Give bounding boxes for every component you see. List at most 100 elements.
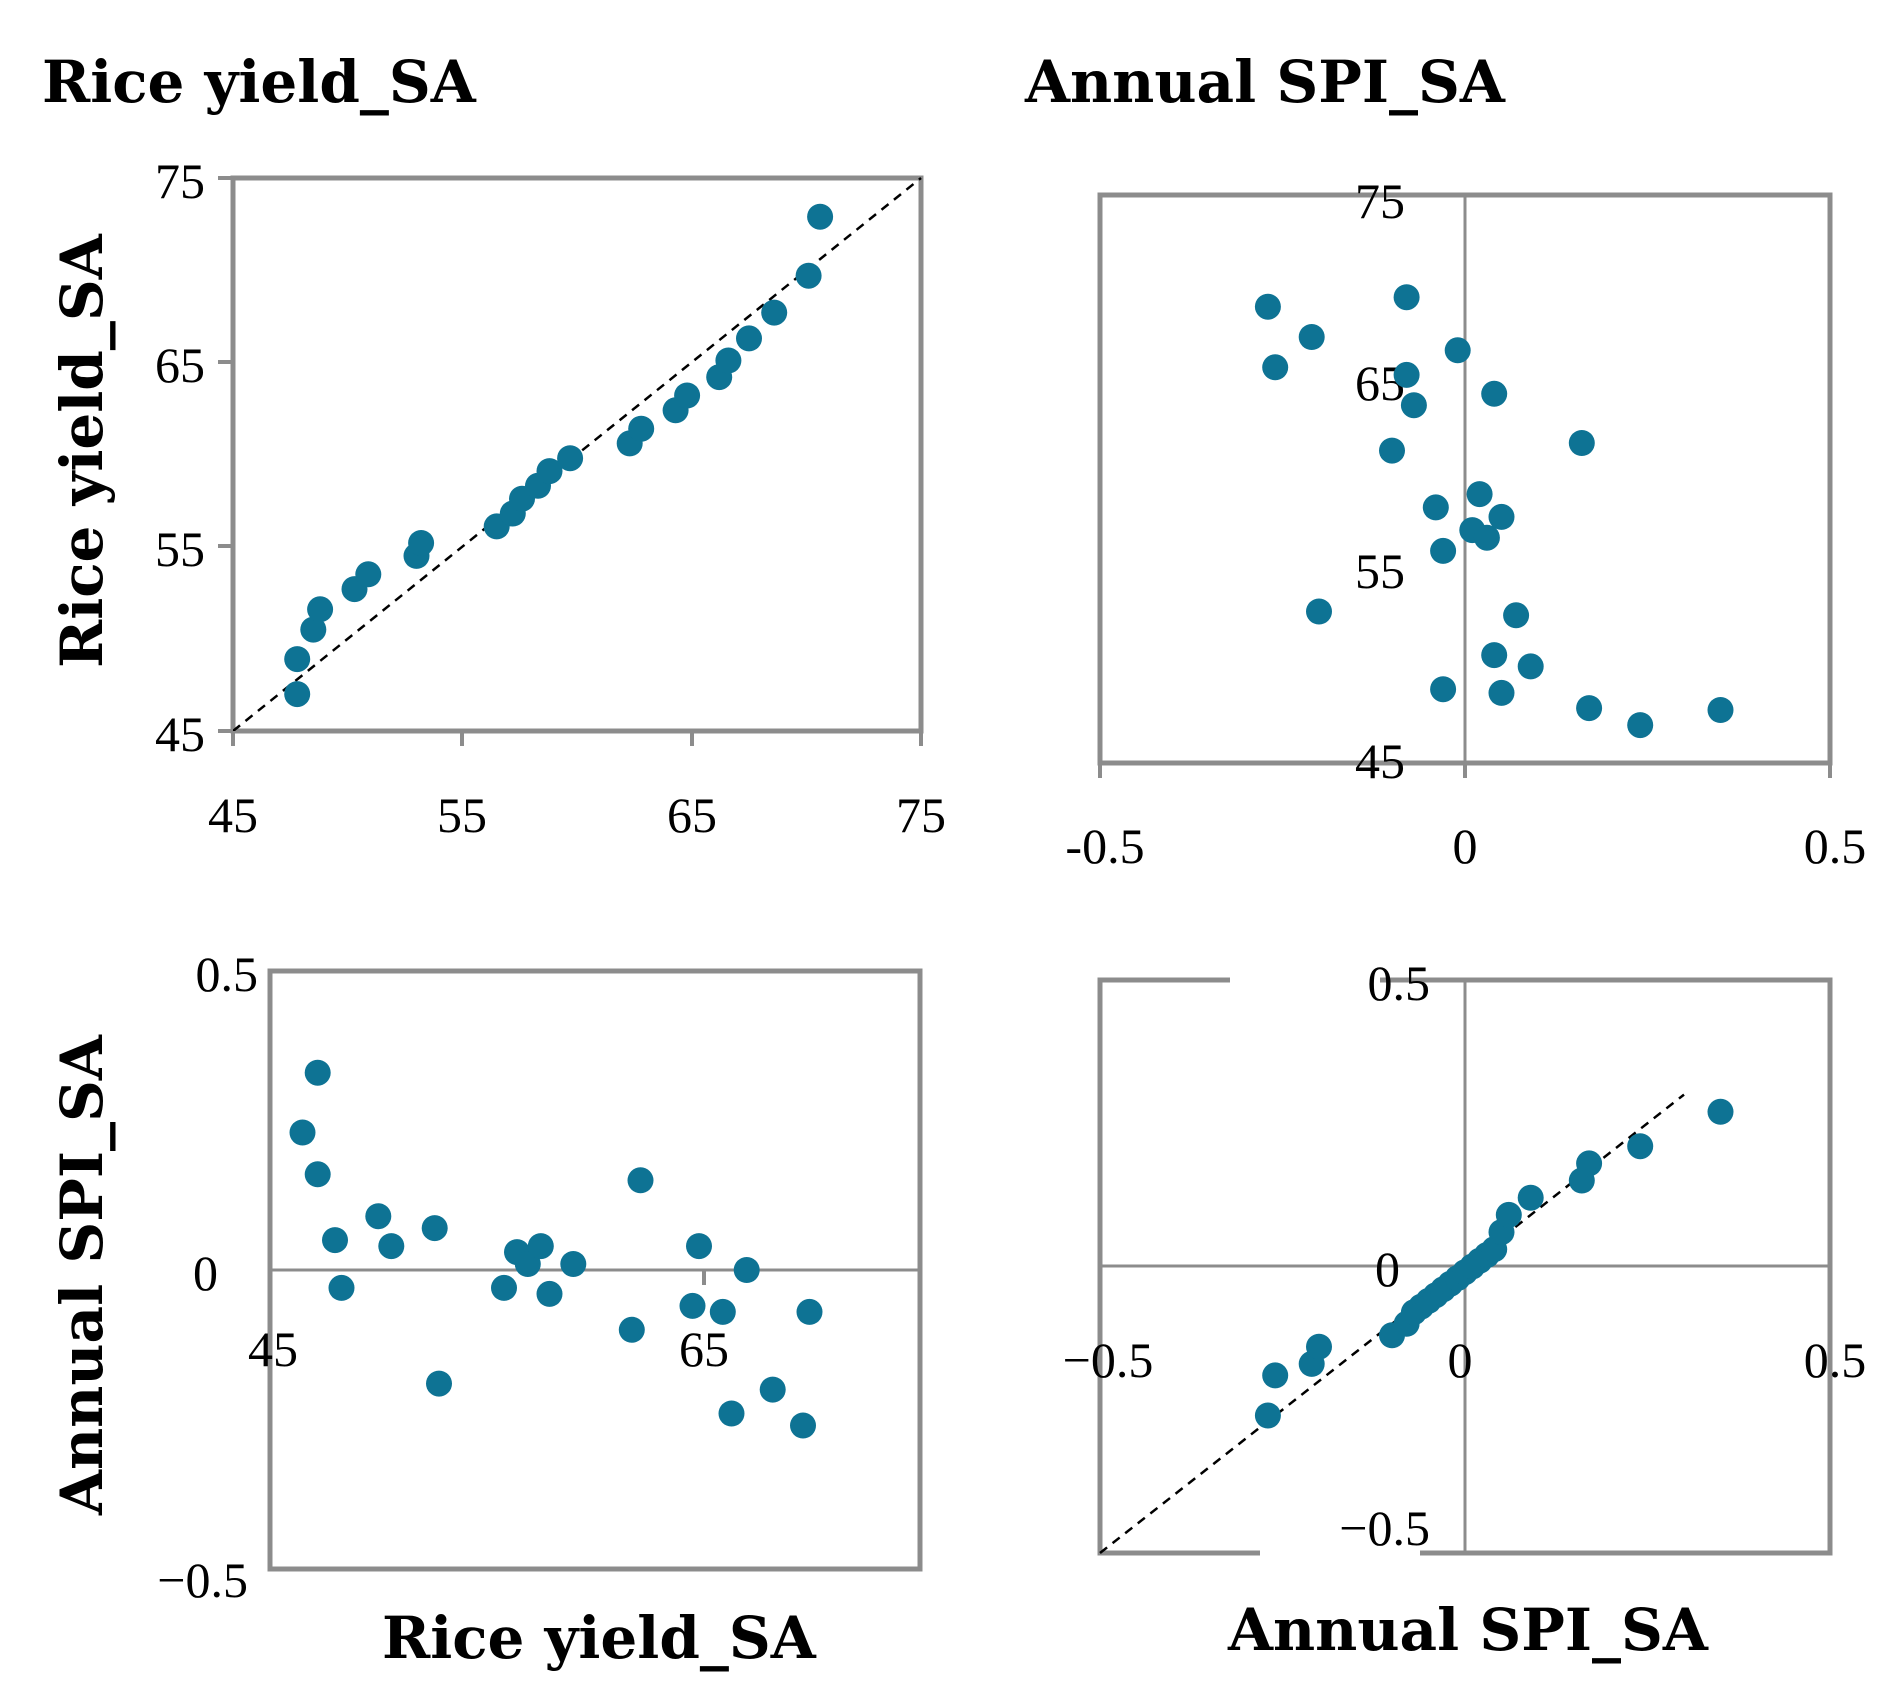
scatter-point: [1707, 697, 1734, 723]
scatter-point: [1576, 695, 1603, 722]
scatter-point: [300, 616, 327, 643]
x-tick-label: −0.5: [1063, 1332, 1154, 1388]
scatter-point: [1466, 481, 1493, 508]
scatter-point: [355, 561, 382, 588]
scatter-point: [628, 415, 655, 442]
y-tick-label: −0.5: [1339, 1500, 1430, 1556]
scatter-point: [1430, 537, 1457, 564]
scatter-point: [289, 1119, 316, 1146]
scatter-point: [1379, 437, 1405, 464]
scatter-point: [627, 1167, 654, 1194]
bottom-label-rice-yield: Rice yield_SA: [382, 1604, 817, 1672]
scatter-point: [759, 1376, 786, 1403]
scatter-point: [1627, 1133, 1654, 1160]
y-tick-label: 45: [155, 706, 205, 762]
scatter-point: [718, 1400, 745, 1427]
scatter-point: [536, 1280, 563, 1307]
scatter-point: [304, 1161, 331, 1188]
scatter-point: [686, 1233, 712, 1260]
scatter-point: [514, 1251, 541, 1277]
scatter-point: [491, 1274, 517, 1301]
scatter-point: [1568, 430, 1595, 456]
scatter-point: [365, 1203, 392, 1230]
scatter-point: [1495, 1201, 1522, 1228]
y-tick-label: 0.5: [196, 946, 259, 1002]
scatter-point: [304, 1059, 331, 1086]
scatter-point: [674, 382, 701, 409]
scatter-point: [1517, 1184, 1544, 1211]
scatter-point: [421, 1215, 448, 1242]
scatter-point: [557, 445, 584, 472]
scatter-point: [1254, 1402, 1281, 1429]
scatter-point: [796, 1298, 823, 1325]
y-tick-label: 0.5: [1368, 955, 1431, 1011]
scatter-point: [328, 1274, 355, 1301]
scatter-point: [1481, 380, 1508, 407]
bottom-label-annual-spi: Annual SPI_SA: [1227, 1596, 1709, 1664]
scatter-point: [618, 1316, 645, 1343]
scatter-point: [733, 1257, 760, 1283]
scatter-point: [284, 646, 311, 673]
scatter-point: [1298, 324, 1325, 350]
y-tick-label: 55: [155, 521, 205, 577]
scatter-point: [1430, 676, 1457, 703]
scatter-point: [408, 530, 435, 556]
scatter-point: [679, 1292, 706, 1319]
scatter-point: [1262, 1362, 1289, 1389]
panel-spi-vs-rice: 75 65 55 45 -0.5 0 0.5: [1065, 173, 1866, 874]
row-label-rice-yield: Rice yield_SA: [48, 233, 116, 668]
scatter-point: [1488, 679, 1515, 706]
scatter-point: [1306, 1333, 1332, 1360]
scatter-point: [527, 1233, 554, 1260]
panel-spi-vs-spi: 0.5 0 −0.5 −0.5 0 0.5: [1063, 955, 1867, 1556]
y-tick-label: 75: [155, 153, 205, 209]
y-tick-label: 65: [155, 337, 205, 393]
scatter-point: [1422, 494, 1449, 521]
x-tick-label: 65: [679, 1321, 729, 1377]
scatter-point: [1627, 712, 1654, 739]
scatter-point: [1262, 354, 1289, 381]
scatter-point: [709, 1298, 736, 1325]
panel-rice-vs-rice: 75 65 55 45 45 55 65 75: [155, 153, 946, 843]
scatter-point: [795, 262, 822, 289]
scatter-point: [1254, 293, 1281, 320]
scatter-point: [1393, 361, 1420, 388]
scatter-point: [536, 458, 563, 485]
y-tick-label: 75: [1355, 173, 1405, 229]
scatter-point: [378, 1233, 405, 1260]
scatter-point: [1400, 392, 1427, 419]
scatter-point: [1306, 598, 1332, 625]
scatter-point: [1444, 337, 1471, 364]
x-tick-label: 45: [248, 1321, 298, 1377]
scatter-point: [807, 203, 834, 230]
scatter-point: [736, 325, 762, 352]
x-tick-label: 55: [437, 787, 487, 843]
scatter-point: [284, 681, 311, 708]
x-tick-label: -0.5: [1065, 818, 1144, 874]
y-tick-label: 0: [1375, 1241, 1400, 1297]
x-tick-label: 75: [896, 787, 946, 843]
scatter-point: [1473, 524, 1500, 551]
scatter-point: [1488, 503, 1515, 530]
x-tick-label: 45: [208, 787, 258, 843]
row-label-annual-spi: Annual SPI_SA: [48, 1034, 116, 1516]
column-header-rice-yield: Rice yield_SA: [42, 48, 477, 116]
scatter-point: [1517, 653, 1544, 680]
scatter-point: [560, 1251, 587, 1277]
reference-diagonal: [232, 177, 922, 732]
scatter-point: [715, 347, 742, 374]
scatter-point: [426, 1370, 452, 1397]
x-tick-label: 0: [1448, 1332, 1473, 1388]
panel-rice-vs-spi: 0.5 0 −0.5 45 65: [157, 946, 923, 1608]
scatter-point: [790, 1412, 816, 1439]
scatter-point: [307, 596, 334, 623]
x-tick-label: 65: [667, 787, 717, 843]
scatter-point: [761, 299, 788, 326]
scatter-point: [1707, 1098, 1734, 1125]
panel-frame: [230, 175, 924, 734]
scatter-point: [1393, 284, 1420, 311]
x-tick-label: 0.5: [1804, 1332, 1867, 1388]
column-header-annual-spi: Annual SPI_SA: [1024, 48, 1506, 116]
y-tick-label: 0: [193, 1245, 218, 1301]
